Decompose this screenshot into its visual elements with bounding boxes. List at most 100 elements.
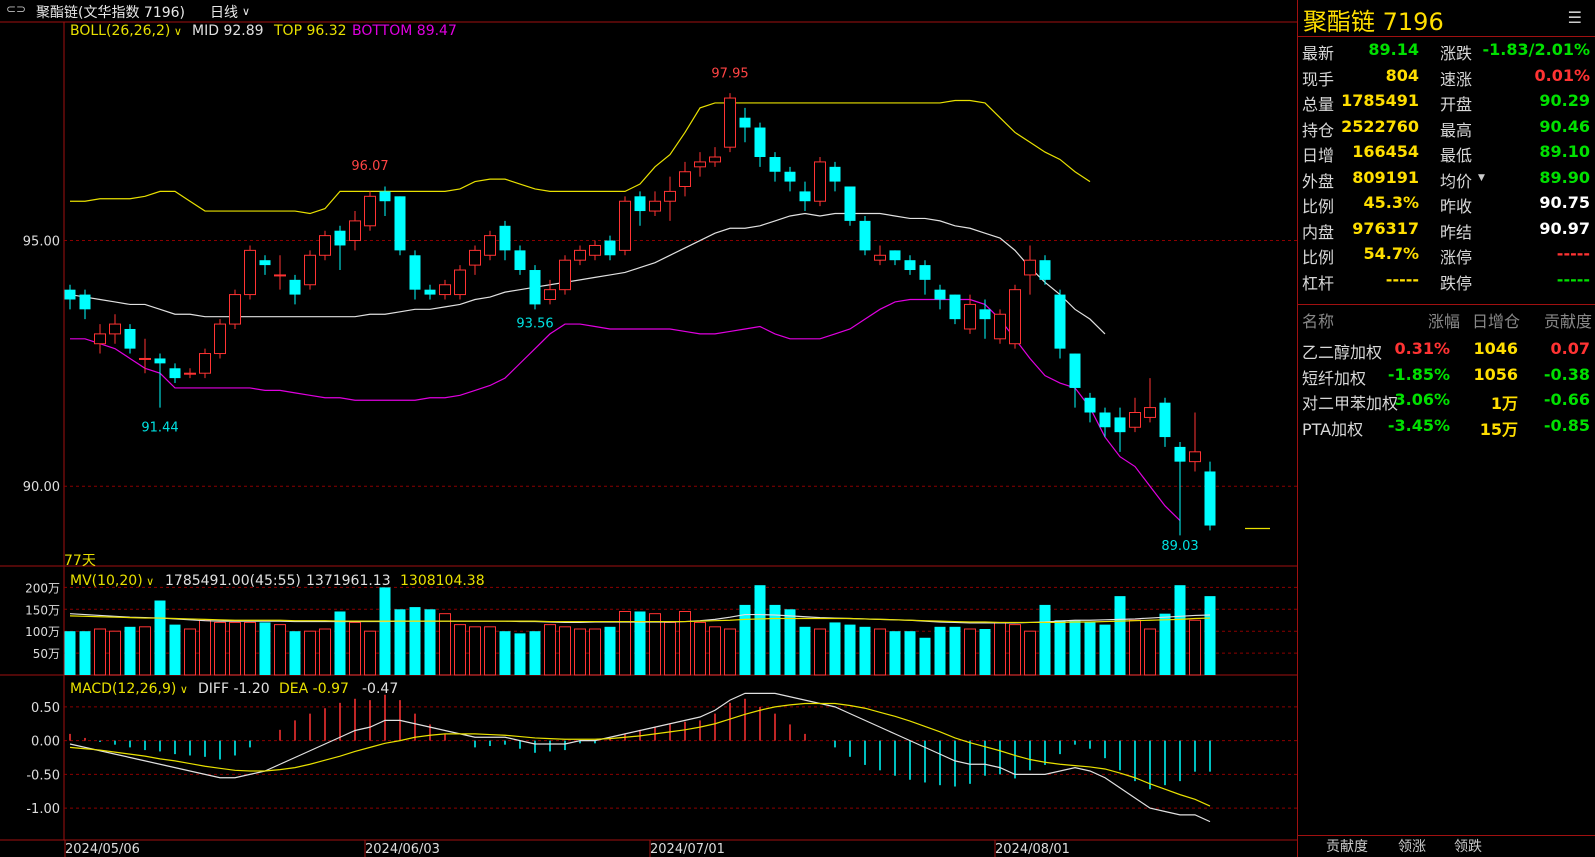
candle bbox=[724, 93, 736, 153]
volume-bar bbox=[499, 631, 511, 675]
candle-body bbox=[844, 186, 856, 221]
table-row[interactable]: 乙二醇加权 0.31% 1046 0.07 bbox=[1298, 337, 1595, 362]
chevron-down-icon[interactable]: ∨ bbox=[242, 5, 251, 18]
table-row[interactable]: 对二甲苯加权 3.06% 1万 -0.66 bbox=[1298, 388, 1595, 413]
candle bbox=[379, 186, 391, 216]
boll-indicator-label[interactable]: BOLL(26,26,2) ∨ bbox=[70, 23, 182, 39]
quote-value: 89.14 bbox=[1368, 40, 1419, 59]
candle-body bbox=[919, 265, 931, 280]
candle bbox=[319, 230, 331, 261]
candle-body bbox=[664, 190, 676, 202]
quote-row: 最新 89.14 涨跌 -1.83/2.01% bbox=[1298, 37, 1595, 63]
instrument-name: 聚酯链 bbox=[1303, 8, 1375, 36]
candle-body bbox=[439, 284, 451, 296]
candle-body bbox=[229, 294, 241, 325]
volume-bar bbox=[739, 604, 751, 675]
candle-body bbox=[1114, 417, 1126, 433]
candle bbox=[454, 265, 466, 300]
candle bbox=[274, 255, 286, 290]
menu-icon[interactable]: ☰ bbox=[1567, 8, 1582, 27]
candle-body bbox=[814, 161, 826, 202]
macd-dea-line bbox=[69, 702, 1211, 807]
volume-bar bbox=[814, 628, 826, 676]
volume-bar bbox=[1204, 596, 1216, 675]
volume-bar bbox=[289, 631, 301, 675]
candle bbox=[934, 284, 946, 310]
volume-bar bbox=[469, 626, 481, 676]
table-header[interactable]: 贡献度 bbox=[1544, 312, 1593, 331]
divider bbox=[1298, 835, 1595, 836]
volume-bar bbox=[829, 622, 841, 675]
candle-body bbox=[949, 294, 961, 320]
quote-value: 166454 bbox=[1352, 142, 1419, 161]
tab-top-losers[interactable]: 领跌 bbox=[1454, 839, 1482, 855]
candle-body bbox=[739, 117, 751, 128]
component-change: 3.06% bbox=[1394, 390, 1450, 409]
mv-value-3: 1308104.38 bbox=[400, 573, 485, 589]
table-header[interactable]: 涨幅 bbox=[1428, 312, 1461, 331]
candle bbox=[979, 299, 991, 339]
candle-body bbox=[1024, 259, 1036, 276]
period-selector[interactable]: 日线 bbox=[210, 5, 238, 21]
date-label: 2024/08/01 bbox=[995, 842, 1070, 857]
quote-label: 比例 bbox=[1302, 248, 1335, 267]
chevron-down-icon[interactable]: ∨ bbox=[170, 25, 182, 38]
candle-body bbox=[394, 196, 406, 251]
macd-diff-line bbox=[69, 692, 1211, 823]
candle-body bbox=[604, 240, 616, 256]
chevron-down-icon[interactable]: ▼ bbox=[1478, 172, 1485, 183]
volume-bar bbox=[259, 622, 271, 675]
candle bbox=[109, 314, 121, 344]
quote-value: 90.29 bbox=[1539, 91, 1590, 110]
candle bbox=[334, 225, 346, 271]
boll-bottom-value: BOTTOM 89.47 bbox=[352, 23, 457, 39]
candle-body bbox=[64, 289, 76, 300]
candle bbox=[124, 324, 136, 354]
quote-header: 聚酯链 7196 bbox=[1303, 2, 1444, 37]
quote-value: 1785491 bbox=[1341, 91, 1419, 110]
volume-bar bbox=[109, 630, 121, 676]
quote-value: 2522760 bbox=[1341, 116, 1419, 136]
candle-body bbox=[1084, 397, 1096, 413]
candle bbox=[184, 368, 196, 379]
tab-contribution[interactable]: 贡献度 bbox=[1326, 839, 1368, 855]
date-label: 2024/07/01 bbox=[650, 842, 725, 857]
quote-panel: 聚酯链 7196 ☰ 最新 89.14 涨跌 -1.83/2.01% 现手 804 速涨 0.… bbox=[1297, 0, 1595, 857]
candle bbox=[1099, 407, 1111, 438]
candle bbox=[994, 309, 1006, 344]
candle bbox=[1084, 392, 1096, 423]
candle-body bbox=[109, 323, 121, 335]
component-change: -3.45% bbox=[1387, 415, 1450, 435]
candle bbox=[574, 245, 586, 266]
volume-bar bbox=[319, 628, 331, 676]
day-count-label: 77天 bbox=[64, 553, 96, 569]
quote-value: 89.10 bbox=[1539, 142, 1590, 161]
volume-bar bbox=[529, 631, 541, 675]
quote-row: 比例 45.3% 昨收 90.75 bbox=[1298, 190, 1595, 216]
mv-value-1: 1785491.00(45:55) bbox=[165, 573, 301, 589]
table-header[interactable]: 日增仓 bbox=[1472, 312, 1521, 331]
quote-label: 均价 bbox=[1440, 171, 1473, 191]
kline-chart[interactable]: 95.00 90.00 200万 150万 100万 50万 0.50 0.00 -0.50 -1… bbox=[0, 0, 1297, 857]
chevron-down-icon[interactable]: ∨ bbox=[176, 683, 188, 696]
macd-indicator-label[interactable]: MACD(12,26,9) ∨ bbox=[70, 681, 188, 697]
chevron-down-icon[interactable]: ∨ bbox=[142, 575, 155, 588]
volume-bar bbox=[454, 624, 466, 676]
candle bbox=[739, 107, 751, 143]
table-header[interactable]: 名称 bbox=[1302, 312, 1335, 331]
candle bbox=[1204, 461, 1216, 531]
volume-bar bbox=[1174, 585, 1186, 675]
table-row[interactable]: PTA加权 -3.45% 15万 -0.85 bbox=[1298, 414, 1595, 439]
candle-body bbox=[214, 323, 226, 355]
table-row[interactable]: 短纤加权 -1.85% 1056 -0.38 bbox=[1298, 363, 1595, 388]
quote-label: 速涨 bbox=[1440, 69, 1473, 89]
mv-indicator-label[interactable]: MV(10,20) ∨ bbox=[70, 573, 155, 589]
quote-label: 最低 bbox=[1440, 146, 1473, 165]
link-icon[interactable]: ⊂⊃ bbox=[6, 2, 27, 16]
candle bbox=[304, 250, 316, 290]
candle bbox=[64, 284, 76, 310]
volume-bar bbox=[1054, 620, 1066, 675]
tab-top-gainers[interactable]: 领涨 bbox=[1398, 839, 1426, 855]
quote-label: 持仓 bbox=[1302, 120, 1335, 140]
candle-body bbox=[259, 260, 271, 266]
